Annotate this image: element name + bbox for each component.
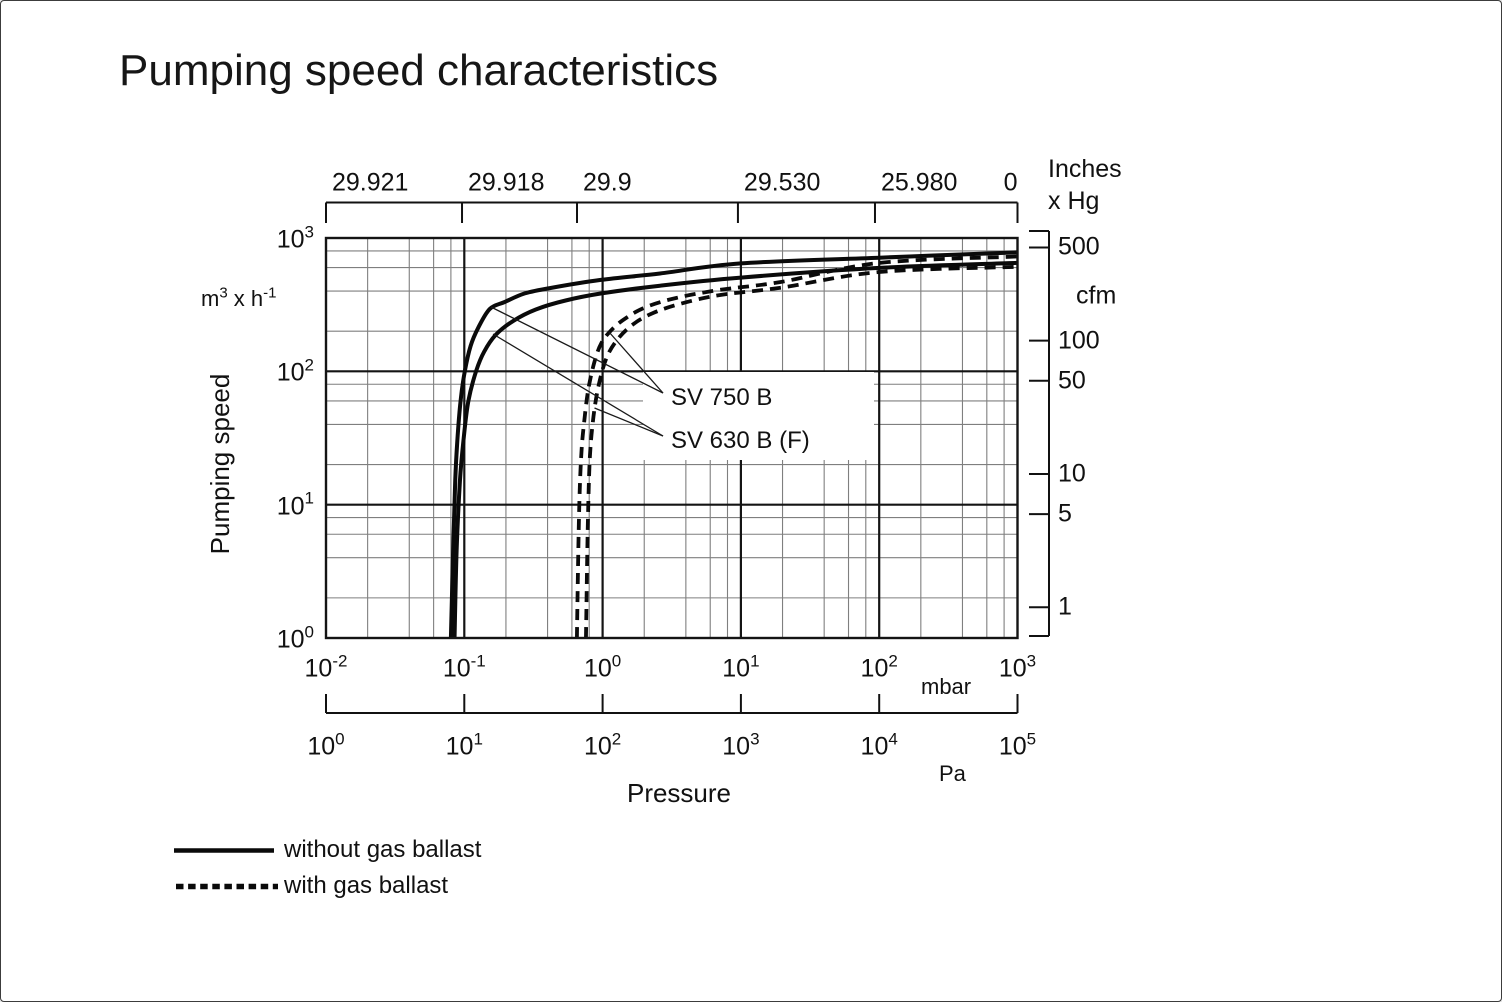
m3h-tick-label-10e2: 102 xyxy=(276,355,314,387)
inhg-tick-label-29_9: 29.9 xyxy=(583,168,632,197)
inhg-tick-label-29_921: 29.921 xyxy=(332,168,409,197)
pa-tick-label-10e3: 103 xyxy=(722,729,760,761)
inhg-tick-label-0: 0 xyxy=(1003,168,1018,197)
mbar-tick-label-10e-2: 10-2 xyxy=(304,651,348,683)
cfm-axis-ruler xyxy=(1029,230,1050,637)
cfm-tick-label-50: 50 xyxy=(1058,366,1086,395)
curve-dashed-sv-630-b-f- xyxy=(584,264,1018,639)
legend-label-without-gas-ballast: without gas ballast xyxy=(284,836,482,863)
curve-dashed-sv-750-b xyxy=(575,254,1018,639)
pa-axis-unit: Pa xyxy=(939,761,966,786)
mbar-tick-label-10e-1: 10-1 xyxy=(442,651,486,683)
top-axis-unit-line1: Inches xyxy=(1048,155,1122,183)
cfm-tick-label-500: 500 xyxy=(1058,232,1100,261)
inhg-tick-label-25_980: 25.980 xyxy=(880,168,958,197)
cfm-tick-label-10: 10 xyxy=(1058,459,1086,488)
cfm-tick-label-100: 100 xyxy=(1058,326,1100,355)
pa-tick-label-10e5: 105 xyxy=(998,729,1037,761)
mbar-tick-label-10e0: 100 xyxy=(583,651,622,683)
y-unit-sup1: 3 xyxy=(219,284,228,302)
y-axis-title: Pumping speed xyxy=(205,373,235,555)
m3h-tick-label-10e1: 101 xyxy=(276,488,314,521)
mbar-tick-label-10e2: 102 xyxy=(860,651,898,683)
cfm-tick-label-5: 5 xyxy=(1058,499,1072,528)
inhg-tick-label-29_918: 29.918 xyxy=(468,168,545,197)
cfm-tick-label-1: 1 xyxy=(1058,592,1072,621)
annotation-sv630b: SV 630 B (F) xyxy=(671,427,810,454)
mbar-tick-label-10e3: 103 xyxy=(998,651,1037,683)
mbar-tick-label-10e1: 101 xyxy=(722,651,760,683)
m3h-tick-label-10e3: 103 xyxy=(276,222,314,254)
y-unit-mid: x h xyxy=(227,286,264,311)
legend-label-with-gas-ballast: with gas ballast xyxy=(284,872,449,899)
y-unit-base: m xyxy=(201,286,220,311)
y-axis-unit: m3 x h-1 xyxy=(201,284,277,311)
annotation-sv750b: SV 750 B xyxy=(671,384,773,411)
curve-solid-sv-630-b-f- xyxy=(452,260,1018,639)
inhg-tick-label-29_530: 29.530 xyxy=(743,168,821,197)
pa-tick-label-10e4: 104 xyxy=(860,729,898,761)
annotation-callout-lines xyxy=(490,306,664,437)
curve-solid-sv-750-b xyxy=(448,250,1018,639)
plot-frame xyxy=(324,236,1019,640)
pa-tick-label-10e2: 102 xyxy=(583,729,622,761)
cfm-axis-unit: cfm xyxy=(1076,281,1117,310)
top-axis-unit-line2: x Hg xyxy=(1048,187,1100,215)
x-axis-title: Pressure xyxy=(626,778,732,808)
mbar-axis-unit: mbar xyxy=(921,674,972,699)
pump-curves xyxy=(448,250,1018,639)
annotation-box xyxy=(643,372,874,460)
pa-tick-label-10e0: 100 xyxy=(307,729,345,761)
pa-tick-label-10e1: 101 xyxy=(445,729,483,761)
m3h-tick-label-10e0: 100 xyxy=(276,622,314,654)
y-unit-sup2: -1 xyxy=(263,284,277,302)
legend-swatches xyxy=(174,848,278,890)
top-axis-ruler xyxy=(325,201,1019,223)
bottom-axis-ruler xyxy=(325,694,1019,714)
chart-title: Pumping speed characteristics xyxy=(119,46,719,95)
